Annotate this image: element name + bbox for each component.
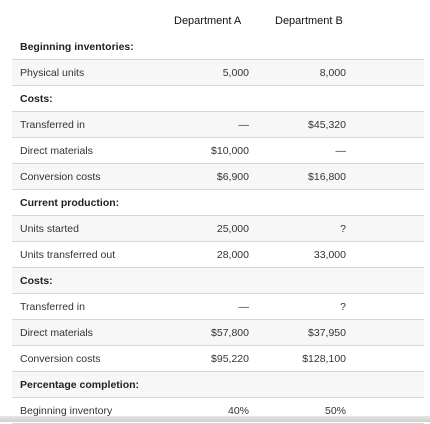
data-table: Beginning inventories: Physical units 5,00… [12,34,424,424]
department-b-value: 33,000 [313,248,346,261]
section-label: Percentage completion: [20,378,140,391]
table-header: Department A Department B [0,0,430,36]
department-b-value: $37,950 [308,326,346,339]
department-a-value: — [238,300,250,313]
table-row: Direct materials $10,000 — [12,138,424,164]
row-label: Direct materials [20,326,93,339]
section-label: Current production: [20,196,120,209]
department-a-value: 40% [227,404,249,417]
department-b-value: 50% [324,404,346,417]
table-row: Physical units 5,000 8,000 [12,60,424,86]
row-label: Units transferred out [20,248,116,261]
table-row: Conversion costs $95,220 $128,100 [12,346,424,372]
table-row: Transferred in — $45,320 [12,112,424,138]
scroll-edge-shadow [0,416,430,422]
section-label: Costs: [20,274,53,287]
row-label: Direct materials [20,144,93,157]
department-b-value: $128,100 [302,352,346,365]
table-row: Transferred in —? [12,294,424,320]
section-label: Beginning inventories: [20,40,134,53]
row-label: Transferred in [20,300,85,313]
table-row: Conversion costs $6,900 $16,800 [12,164,424,190]
department-b-value: $16,800 [308,170,346,183]
section-header-row: Current production: [12,190,424,216]
department-b-value: ? [340,300,346,313]
department-a-value: — [238,118,250,131]
department-a-value: 5,000 [222,66,249,79]
section-label: Costs: [20,92,53,105]
row-label: Conversion costs [20,170,101,183]
department-a-value: $10,000 [211,144,249,157]
section-header-row: Costs: [12,86,424,112]
table-row: Direct materials $57,800 $37,950 [12,320,424,346]
department-b-value: 8,000 [319,66,346,79]
department-b-value: $45,320 [308,118,346,131]
section-header-row: Costs: [12,268,424,294]
table-row: Units transferred out 28,000 33,000 [12,242,424,268]
column-header-department-a: Department A [174,15,242,27]
department-b-value: ? [340,222,346,235]
department-a-value: $95,220 [211,352,249,365]
department-a-value: $6,900 [216,170,249,183]
section-header-row: Beginning inventories: [12,34,424,60]
row-label: Beginning inventory [20,404,113,417]
department-b-value: — [335,144,347,157]
row-label: Units started [20,222,79,235]
department-a-value: 28,000 [216,248,249,261]
column-header-department-b: Department B [275,15,343,27]
department-a-value: $57,800 [211,326,249,339]
department-a-value: 25,000 [216,222,249,235]
row-label: Physical units [20,66,85,79]
section-header-row: Percentage completion: [12,372,424,398]
row-label: Transferred in [20,118,85,131]
table-row: Units started 25,000? [12,216,424,242]
row-label: Conversion costs [20,352,101,365]
